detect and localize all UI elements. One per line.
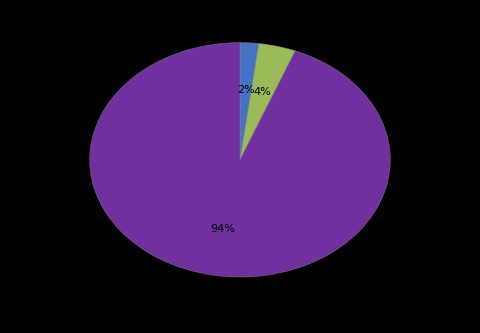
Text: 2%: 2% (237, 85, 254, 95)
Text: 4%: 4% (253, 87, 271, 97)
Wedge shape (240, 44, 259, 160)
Wedge shape (240, 44, 295, 160)
Wedge shape (90, 43, 390, 277)
Text: 0%: 0% (232, 20, 248, 30)
Text: 94%: 94% (211, 224, 236, 234)
Wedge shape (240, 43, 259, 160)
